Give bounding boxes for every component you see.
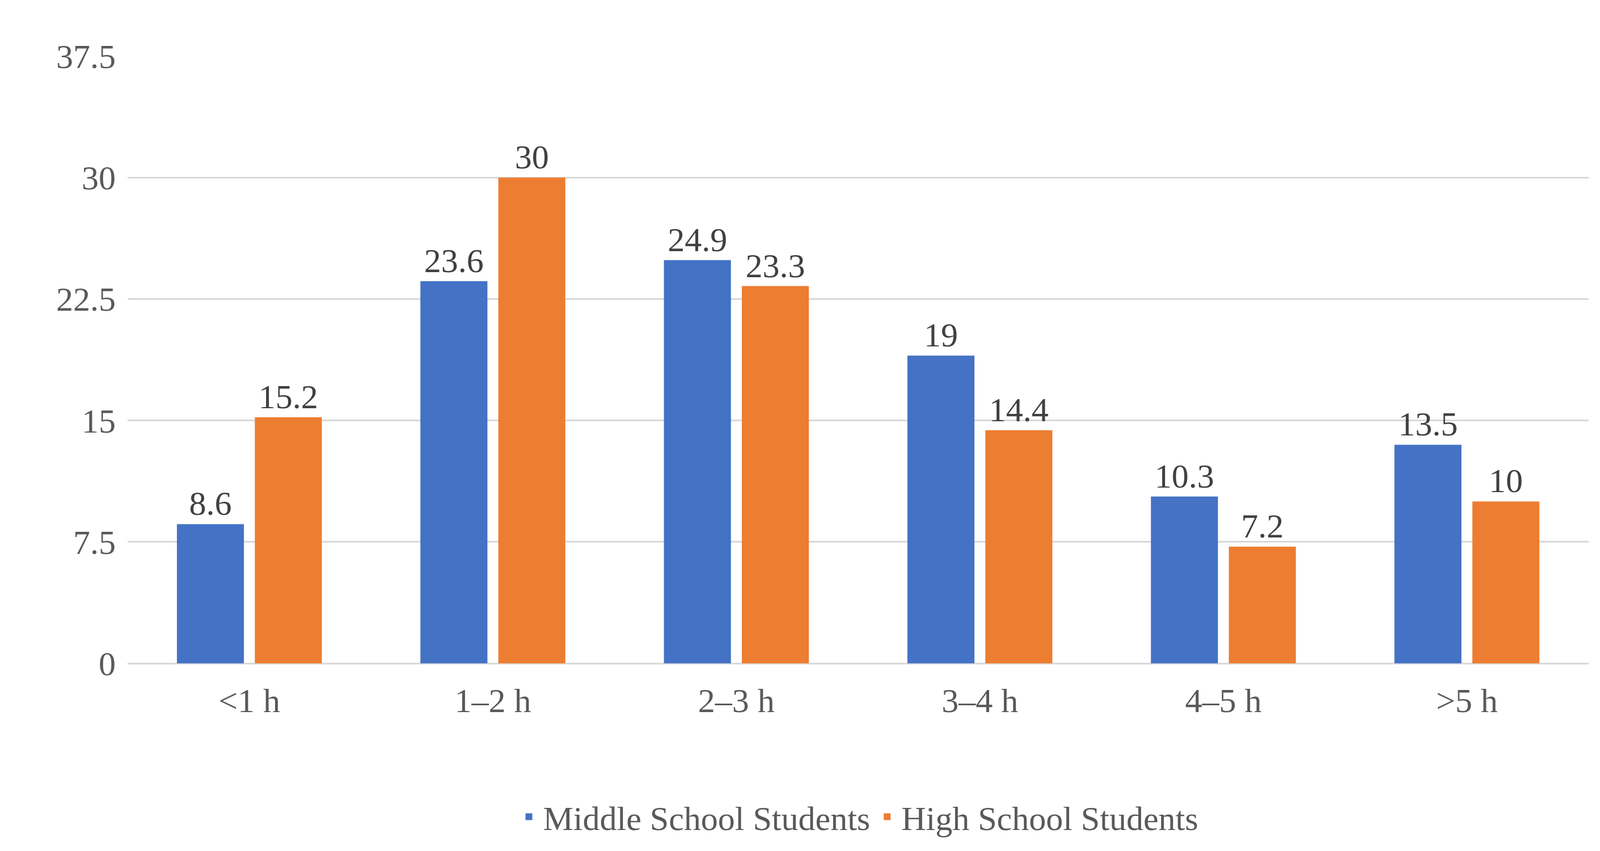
svg-text:23.6: 23.6	[424, 242, 484, 280]
svg-text:7.2: 7.2	[1240, 507, 1284, 546]
svg-text:Middle School Students: Middle School Students	[543, 800, 871, 838]
svg-text:4–5 h: 4–5 h	[1185, 682, 1262, 720]
svg-text:37.5: 37.5	[56, 38, 116, 76]
svg-text:24.9: 24.9	[667, 221, 728, 259]
svg-text:7.5: 7.5	[73, 524, 116, 562]
svg-text:30: 30	[81, 159, 116, 197]
svg-text:14.4: 14.4	[989, 391, 1049, 429]
svg-text:30: 30	[514, 138, 550, 176]
svg-text:1–2 h: 1–2 h	[454, 682, 532, 720]
svg-text:3–4 h: 3–4 h	[941, 682, 1019, 720]
svg-text:23.3: 23.3	[745, 247, 806, 285]
svg-text:22.5: 22.5	[56, 280, 116, 319]
svg-text:19: 19	[923, 316, 958, 354]
svg-text:15.2: 15.2	[258, 378, 319, 416]
svg-text:>5 h: >5 h	[1436, 682, 1498, 720]
svg-text:2–3 h: 2–3 h	[698, 682, 775, 720]
svg-text:13.5: 13.5	[1398, 405, 1458, 443]
svg-text:0: 0	[98, 645, 116, 683]
svg-text:10: 10	[1488, 462, 1523, 500]
svg-text:8.6: 8.6	[188, 484, 232, 523]
svg-text:High School Students: High School Students	[901, 800, 1198, 838]
svg-text:<1 h: <1 h	[218, 682, 281, 720]
svg-text:10.3: 10.3	[1154, 457, 1215, 496]
svg-text:15: 15	[81, 402, 116, 441]
